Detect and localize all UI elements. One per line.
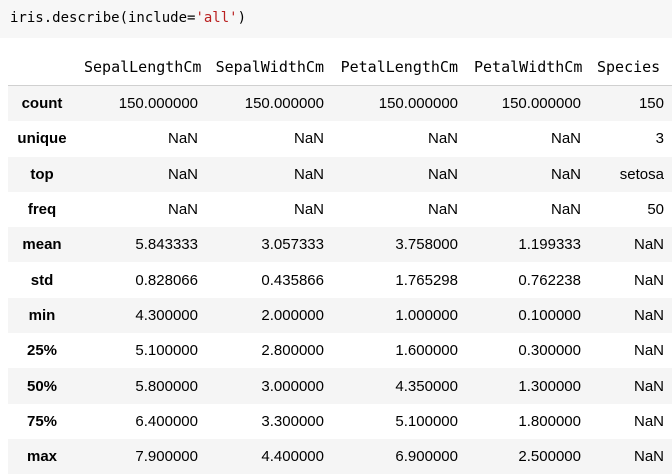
table-cell: setosa [619, 165, 664, 183]
describe-table: SepalLengthCm SepalWidthCm PetalLengthCm… [8, 48, 672, 475]
table-cell: NaN [633, 448, 664, 466]
code-line[interactable]: iris.describe(include='all') [10, 9, 246, 27]
column-header: PetalLengthCm [332, 48, 466, 86]
table-cell: NaN [633, 271, 664, 289]
table-cell: 150.000000 [501, 95, 581, 113]
table-cell: 2.800000 [261, 342, 324, 360]
table-cell: 2.500000 [518, 448, 581, 466]
table-cell: NaN [633, 342, 664, 360]
table-cell: NaN [633, 306, 664, 324]
row-label: min [28, 306, 56, 324]
row-label: mean [22, 236, 62, 254]
column-header: Species [589, 48, 672, 86]
table-cell: 7.900000 [135, 448, 198, 466]
table-row: top NaN NaN NaN NaN setosa [8, 156, 672, 192]
row-label: 25% [26, 342, 58, 360]
table-cell: 1.000000 [395, 306, 458, 324]
table-cell: 150 [638, 95, 664, 113]
row-label: max [26, 448, 58, 466]
code-string-literal: 'all' [195, 10, 238, 26]
table-cell: NaN [550, 201, 581, 219]
table-cell: 4.350000 [395, 377, 458, 395]
table-cell: NaN [167, 130, 198, 148]
column-header: SepalWidthCm [206, 48, 332, 86]
table-cell: NaN [293, 165, 324, 183]
column-header: PetalWidthCm [466, 48, 589, 86]
table-cell: 3.000000 [261, 377, 324, 395]
table-row: 50% 5.800000 3.000000 4.350000 1.300000 … [8, 368, 672, 404]
code-suffix: ) [237, 10, 247, 26]
table-cell: 5.100000 [395, 412, 458, 430]
table-cell: 0.435866 [261, 271, 324, 289]
table-row: max 7.900000 4.400000 6.900000 2.500000 … [8, 438, 672, 475]
row-label: top [30, 165, 54, 183]
table-cell: 2.000000 [261, 306, 324, 324]
table-cell: 6.900000 [395, 448, 458, 466]
table-cell: NaN [293, 130, 324, 148]
table-row: unique NaN NaN NaN NaN 3 [8, 121, 672, 157]
table-cell: 0.100000 [518, 306, 581, 324]
table-cell: NaN [427, 130, 458, 148]
table-cell: 50 [647, 201, 664, 219]
code-cell[interactable]: iris.describe(include='all') [0, 0, 672, 38]
table-header: SepalLengthCm SepalWidthCm PetalLengthCm… [8, 48, 672, 86]
table-cell: NaN [633, 412, 664, 430]
table-cell: 3 [655, 130, 664, 148]
table-cell: 3.057333 [261, 236, 324, 254]
table-cell: 1.600000 [395, 342, 458, 360]
table-cell: 5.800000 [135, 377, 198, 395]
table-cell: 3.300000 [261, 412, 324, 430]
table-cell: NaN [550, 165, 581, 183]
table-cell: NaN [633, 236, 664, 254]
table-cell: 1.800000 [518, 412, 581, 430]
table-cell: 0.762238 [518, 271, 581, 289]
row-label: unique [17, 130, 67, 148]
table-cell: 4.300000 [135, 306, 198, 324]
table-cell: 5.100000 [135, 342, 198, 360]
table-cell: 6.400000 [135, 412, 198, 430]
row-label: count [21, 95, 63, 113]
output-area: SepalLengthCm SepalWidthCm PetalLengthCm… [0, 38, 672, 475]
table-cell: 150.000000 [118, 95, 198, 113]
index-header [8, 48, 76, 86]
table-cell: 5.843333 [135, 236, 198, 254]
table-cell: 1.765298 [395, 271, 458, 289]
table-row: mean 5.843333 3.057333 3.758000 1.199333… [8, 227, 672, 263]
table-cell: 0.828066 [135, 271, 198, 289]
row-label: freq [27, 201, 57, 219]
table-cell: NaN [427, 165, 458, 183]
row-label: std [30, 271, 54, 289]
column-header: SepalLengthCm [76, 48, 206, 86]
table-cell: 3.758000 [395, 236, 458, 254]
table-cell: 150.000000 [244, 95, 324, 113]
table-row: std 0.828066 0.435866 1.765298 0.762238 … [8, 262, 672, 298]
row-label: 50% [26, 377, 58, 395]
header-row: SepalLengthCm SepalWidthCm PetalLengthCm… [8, 48, 672, 86]
table-cell: 4.400000 [261, 448, 324, 466]
table-cell: NaN [550, 130, 581, 148]
table-cell: NaN [633, 377, 664, 395]
code-prefix: iris.describe(include= [10, 10, 196, 26]
table-cell: NaN [427, 201, 458, 219]
table-cell: NaN [293, 201, 324, 219]
table-row: count 150.000000 150.000000 150.000000 1… [8, 85, 672, 122]
row-label: 75% [26, 412, 58, 430]
table-body: count 150.000000 150.000000 150.000000 1… [8, 85, 672, 475]
table-cell: NaN [167, 201, 198, 219]
table-cell: 1.300000 [518, 377, 581, 395]
table-cell: 1.199333 [518, 236, 581, 254]
table-row: 75% 6.400000 3.300000 5.100000 1.800000 … [8, 403, 672, 439]
table-row: freq NaN NaN NaN NaN 50 [8, 191, 672, 228]
table-cell: 150.000000 [378, 95, 458, 113]
table-cell: NaN [167, 165, 198, 183]
table-cell: 0.300000 [518, 342, 581, 360]
table-row: min 4.300000 2.000000 1.000000 0.100000 … [8, 297, 672, 334]
table-row: 25% 5.100000 2.800000 1.600000 0.300000 … [8, 333, 672, 369]
